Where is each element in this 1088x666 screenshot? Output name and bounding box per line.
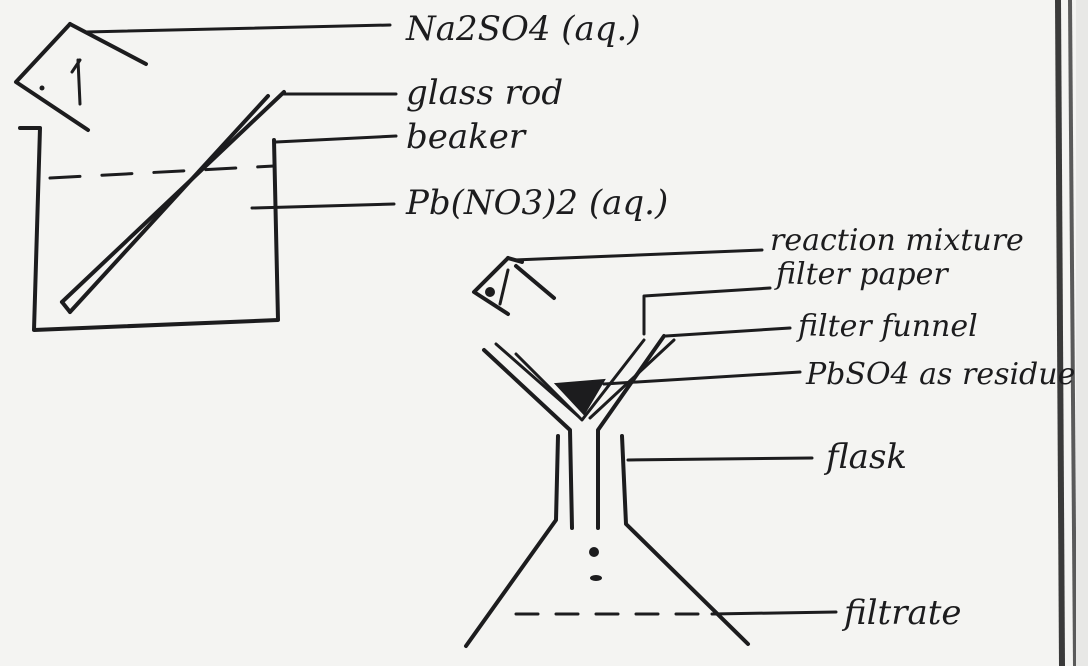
label-pbso4-residue: PbSO4 as residue xyxy=(805,357,1075,392)
label-glass-rod: glass rod xyxy=(406,73,563,113)
beaker xyxy=(18,126,280,332)
glass-rod xyxy=(60,90,286,314)
label-na2so4: Na2SO4 (aq.) xyxy=(405,9,641,49)
pouring-beaker xyxy=(14,22,392,132)
label-filter-funnel: filter funnel xyxy=(796,309,978,344)
board-frame xyxy=(1055,0,1088,666)
filter-funnel xyxy=(482,286,772,530)
flask xyxy=(464,434,750,648)
reaction-mixture-beaker xyxy=(472,248,764,316)
label-flask: flask xyxy=(823,437,907,477)
label-beaker: beaker xyxy=(406,117,527,157)
label-reaction-mixture: reaction mixture xyxy=(770,223,1024,258)
label-filter-paper: filter paper xyxy=(774,257,949,292)
label-filtrate: filtrate xyxy=(841,593,962,633)
label-pbno32: Pb(NO3)2 (aq.) xyxy=(405,183,668,223)
